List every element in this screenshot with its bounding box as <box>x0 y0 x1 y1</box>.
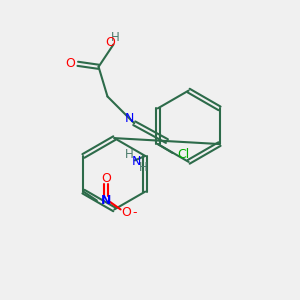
Text: O: O <box>122 206 131 219</box>
Text: -: - <box>132 206 137 220</box>
Text: N: N <box>100 194 111 207</box>
Text: N: N <box>125 112 134 125</box>
Text: O: O <box>106 37 116 50</box>
Text: H: H <box>110 32 119 44</box>
Text: O: O <box>101 172 111 185</box>
Text: O: O <box>65 57 75 70</box>
Text: H: H <box>124 148 133 161</box>
Text: N: N <box>132 155 141 168</box>
Text: H: H <box>140 161 148 174</box>
Text: Cl: Cl <box>177 148 189 161</box>
